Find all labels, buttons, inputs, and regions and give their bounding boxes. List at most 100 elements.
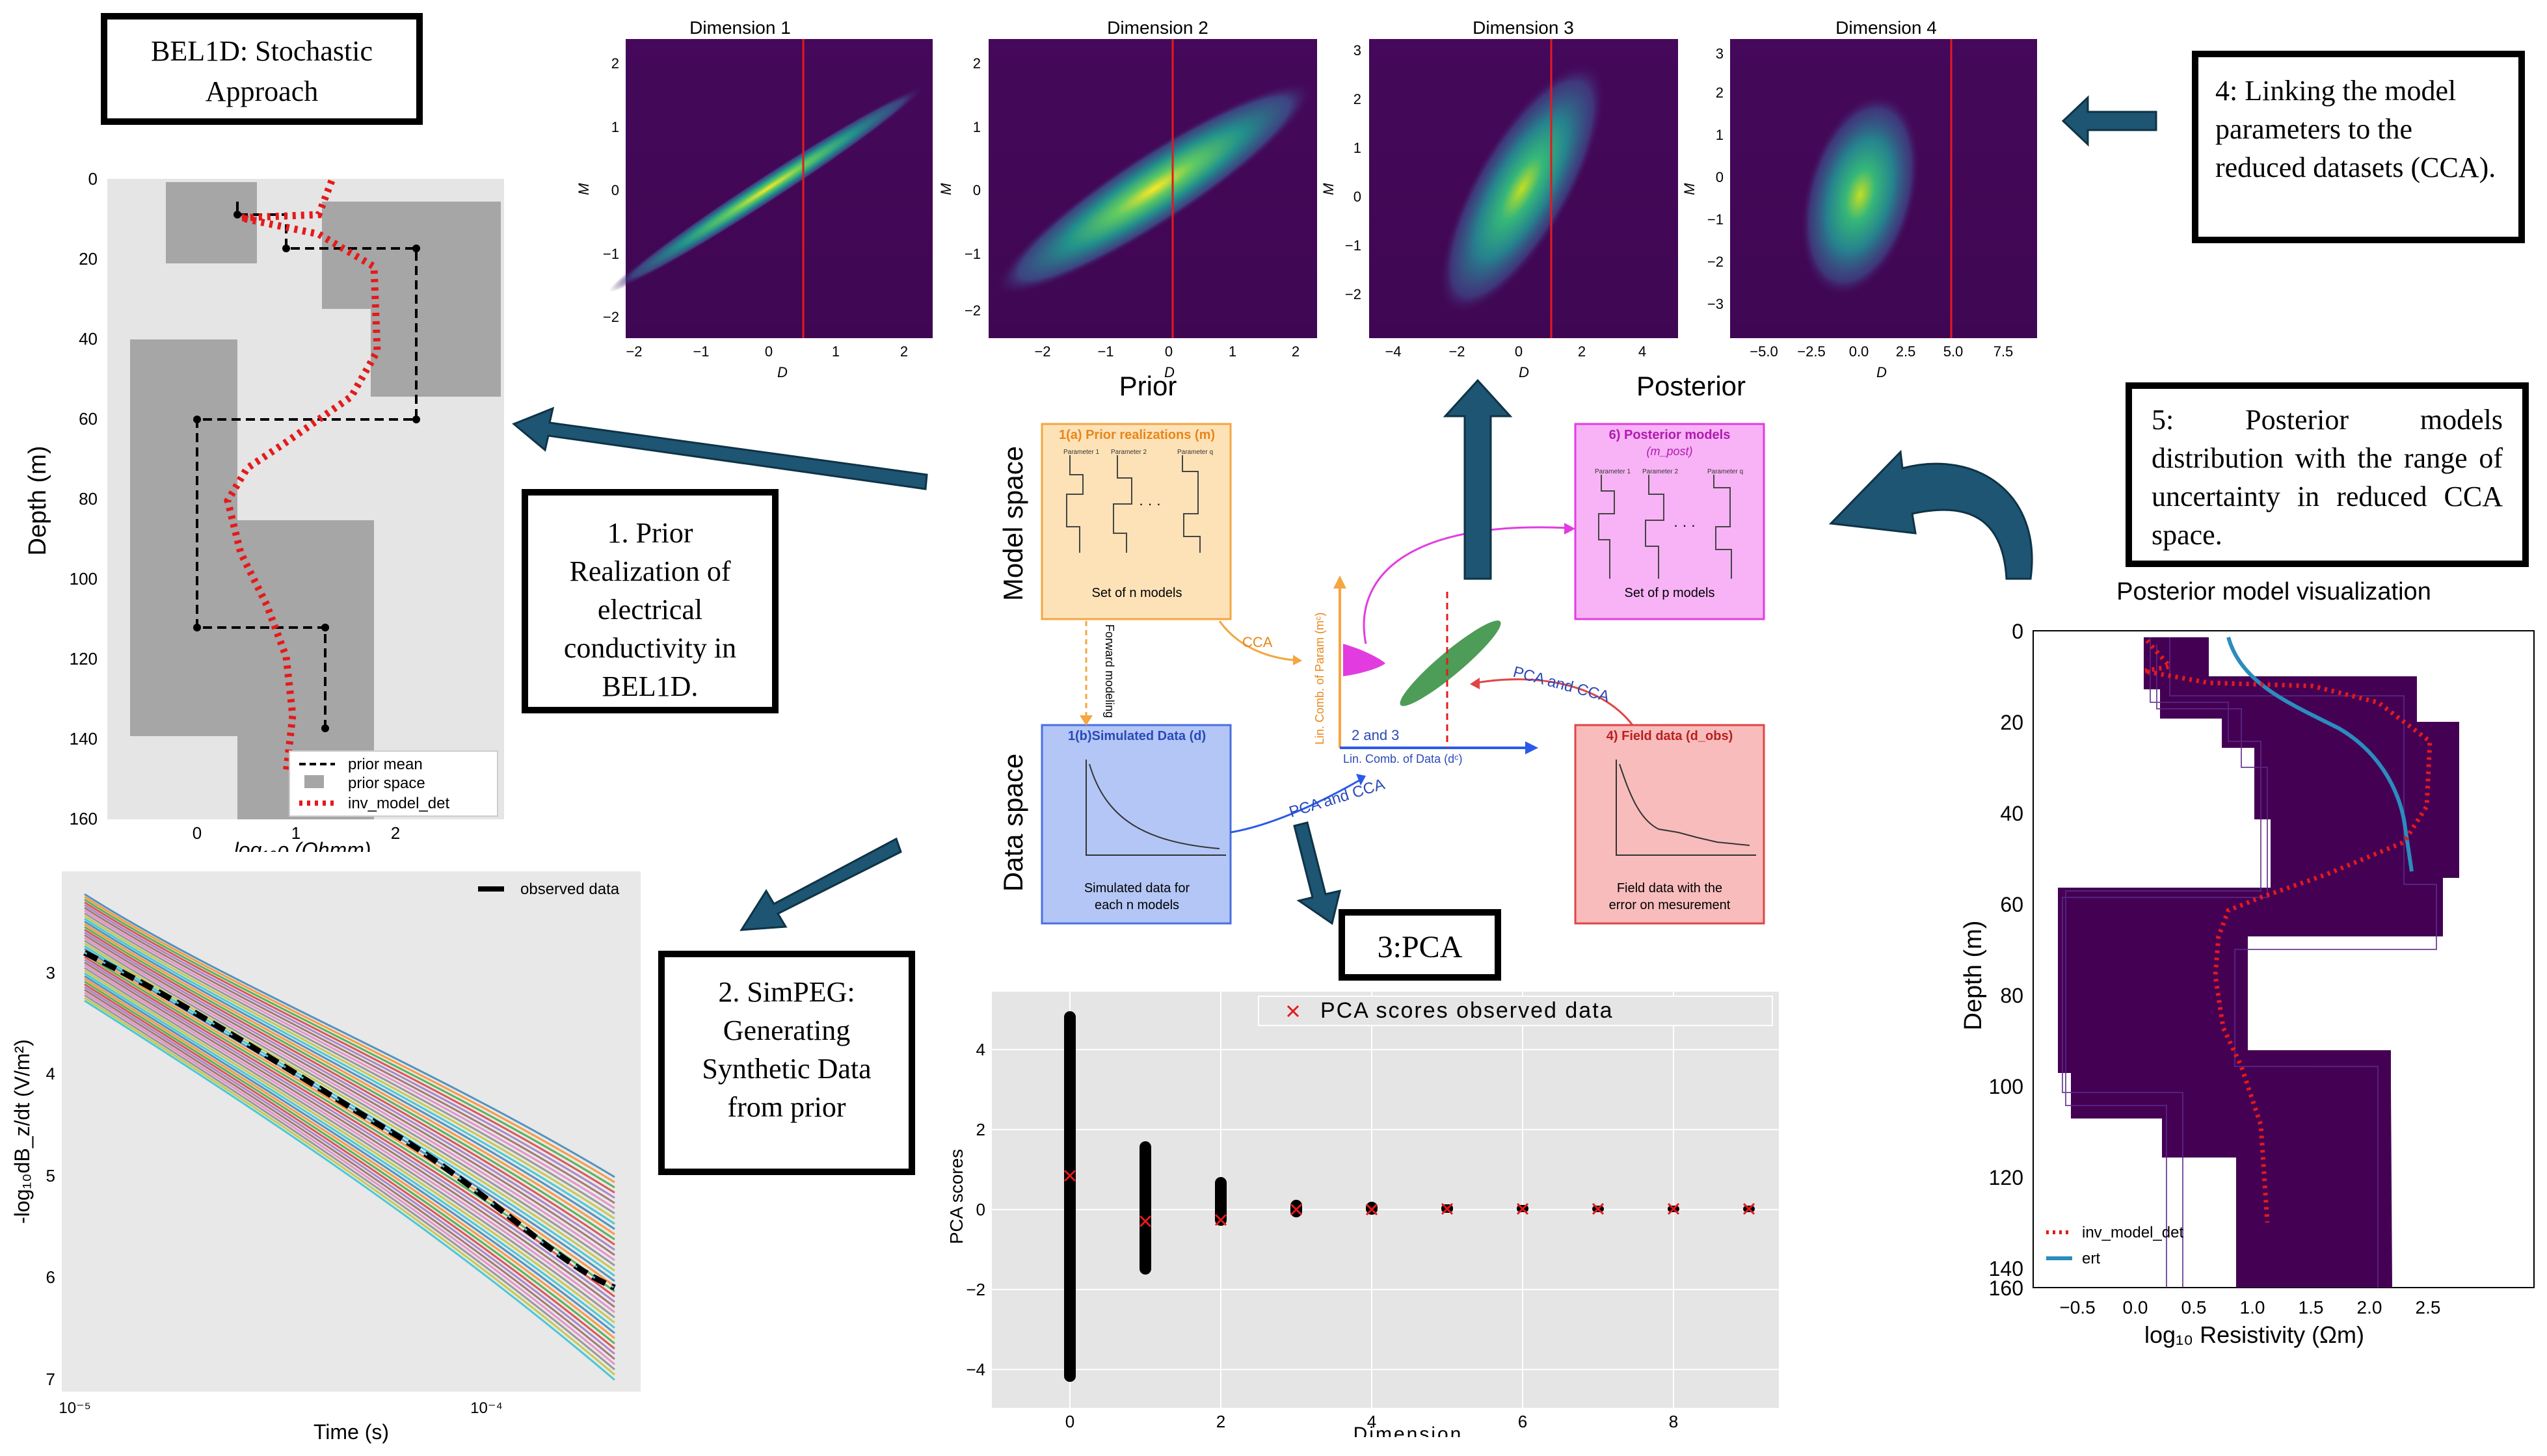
synthetic-data-curve xyxy=(84,970,615,1324)
step2-box: 2. SimPEG: Generating Synthetic Data fro… xyxy=(658,951,915,1175)
data-ylabel: -log₁₀dB_z/dt (V/m²) xyxy=(10,1039,34,1224)
synthetic-data-curve xyxy=(84,942,615,1272)
cca-panel-title: Dimension 2 xyxy=(1107,18,1208,38)
cca-label: CCA xyxy=(1242,634,1273,650)
svg-text:Set of n models: Set of n models xyxy=(1092,586,1182,600)
svg-text:Field data with the: Field data with the xyxy=(1617,881,1722,895)
svg-text:2: 2 xyxy=(976,1120,985,1139)
posterior-title: Posterior model visualization xyxy=(2116,578,2431,605)
synthetic-data-curve xyxy=(84,975,615,1334)
posterior-heading: Posterior xyxy=(1636,371,1746,401)
svg-text:100: 100 xyxy=(70,569,98,589)
cca-ylabel: M xyxy=(938,183,954,195)
cca-density-blob xyxy=(1800,93,1920,297)
svg-text:−1: −1 xyxy=(1097,343,1113,360)
svg-text:0: 0 xyxy=(1354,189,1361,205)
svg-text:1: 1 xyxy=(1354,140,1361,156)
pca-yticks: 4 2 0 −2 −4 xyxy=(966,1040,985,1379)
svg-text:inv_model_det: inv_model_det xyxy=(2082,1224,2183,1241)
synthetic-data-curve xyxy=(84,915,615,1220)
synthetic-data-curve xyxy=(84,920,615,1230)
svg-text:0: 0 xyxy=(765,343,773,360)
svg-text:2: 2 xyxy=(1716,85,1724,101)
two-three-label: 2 and 3 xyxy=(1352,727,1399,743)
svg-text:prior mean: prior mean xyxy=(348,756,423,773)
cca-space-axes: Lin. Comb. of Param (mᶜ) Lin. Comb. of D… xyxy=(1313,576,1538,765)
svg-text:4) Field data (d_obs): 4) Field data (d_obs) xyxy=(1607,729,1733,743)
pca-cca-right-arrow xyxy=(1476,678,1634,726)
cca-panel-title: Dimension 3 xyxy=(1473,18,1574,38)
data-space-label: Data space xyxy=(998,754,1028,892)
step1-text: 1. Prior Realization of electrical condu… xyxy=(563,517,737,702)
synthetic-data-curve xyxy=(84,909,615,1210)
svg-text:2: 2 xyxy=(391,823,400,843)
synthetic-data-curve xyxy=(84,918,615,1225)
cca-panel-4: Dimension 4 3 2 1 0 −1 −2 −3 −5.0 −2.5 0.0 2.5 5.0… xyxy=(1681,18,2037,380)
svg-text:0.0: 0.0 xyxy=(2123,1297,2148,1317)
svg-text:−1: −1 xyxy=(965,246,981,262)
svg-text:−1: −1 xyxy=(1345,237,1361,254)
pca-cca-right-label: PCA and CCA xyxy=(1511,663,1611,706)
data-yticks: 3 4 5 6 7 xyxy=(46,963,55,1389)
bel1d-workflow-diagram: Prior Posterior Model space Data space 1… xyxy=(998,371,1765,925)
svg-text:4: 4 xyxy=(976,1040,985,1059)
cca-xlabel: D xyxy=(777,364,788,380)
svg-text:60: 60 xyxy=(79,409,98,429)
svg-text:20: 20 xyxy=(79,249,98,269)
prior-legend: prior mean prior space inv_model_det xyxy=(289,750,498,817)
posterior-model-edges xyxy=(2062,637,2437,1288)
svg-text:Parameter q: Parameter q xyxy=(1177,449,1213,456)
lin-data-label: Lin. Comb. of Data (dᶜ) xyxy=(1343,752,1462,765)
cca-panels: Dimension 1 2 1 0 −1 −2 −2 −1 0 1 2 D M Dimensio… xyxy=(576,18,2037,380)
cca-yticks: 2 1 0 −1 −2 xyxy=(603,55,619,325)
svg-text:0.5: 0.5 xyxy=(2181,1297,2207,1317)
simpeg-data-plot: observed data 3 4 5 6 7 10⁻⁵ 10⁻⁴ Time (s) -l… xyxy=(10,871,641,1444)
svg-text:−2.5: −2.5 xyxy=(1797,343,1825,360)
pca-scores-plot: PCA scores observed data 4 2 0 −2 −4 0 2 4 6 8 D… xyxy=(946,992,1779,1437)
svg-text:0: 0 xyxy=(2012,620,2023,643)
svg-text:1.0: 1.0 xyxy=(2240,1297,2265,1317)
step3-box: 3:PCA xyxy=(1339,909,1501,981)
pca-ylabel: PCA scores xyxy=(946,1149,967,1244)
svg-text:7.5: 7.5 xyxy=(1994,343,2014,360)
cca-joint-ellipse xyxy=(1400,620,1501,706)
svg-text:1: 1 xyxy=(832,343,840,360)
svg-text:120: 120 xyxy=(1989,1166,2023,1189)
posterior-models-box: 6) Posterior models (m_post) Parameter 1… xyxy=(1574,423,1765,620)
prior-mean-markers xyxy=(193,211,420,732)
svg-text:−4: −4 xyxy=(1385,343,1401,360)
prior-xticks: 0 1 2 xyxy=(193,823,400,843)
svg-text:observed data: observed data xyxy=(520,880,620,898)
bel1d-title-box: BEL1D: Stochastic Approach xyxy=(101,13,423,125)
svg-text:ert: ert xyxy=(2082,1250,2100,1267)
cca-yticks: 2 1 0 −1 −2 xyxy=(965,55,981,319)
svg-text:80: 80 xyxy=(79,489,98,509)
prior-realizations-box: 1(a) Prior realizations (m) Parameter 1 … xyxy=(1041,423,1232,620)
posterior-legend: inv_model_det ert xyxy=(2046,1224,2183,1267)
svg-text:80: 80 xyxy=(2000,984,2023,1007)
data-xlabel: Time (s) xyxy=(313,1420,389,1444)
svg-text:Forward modeling: Forward modeling xyxy=(1103,624,1116,718)
synthetic-data-curve xyxy=(84,895,615,1184)
cca-xlabel: D xyxy=(1164,364,1175,380)
posterior-inv-model-det-line xyxy=(2143,639,2433,1223)
field-data-box: 4) Field data (d_obs) Field data with th… xyxy=(1574,724,1765,925)
synthetic-data-curve xyxy=(84,950,615,1288)
svg-text:−3: −3 xyxy=(1707,296,1724,312)
posterior-models-band xyxy=(2058,637,2459,1288)
synthetic-data-curve xyxy=(84,964,615,1314)
svg-text:−1: −1 xyxy=(1707,211,1724,228)
svg-text:4: 4 xyxy=(46,1064,55,1083)
svg-text:1: 1 xyxy=(973,119,981,135)
cca-xticks: −2 −1 0 1 2 xyxy=(1034,343,1300,360)
svg-text:6: 6 xyxy=(1518,1412,1527,1431)
synthetic-data-curve xyxy=(84,991,615,1366)
svg-text:0: 0 xyxy=(1716,169,1724,185)
svg-text:Simulated data for: Simulated data for xyxy=(1084,881,1190,895)
svg-text:2: 2 xyxy=(1578,343,1586,360)
svg-text:PCA scores observed data: PCA scores observed data xyxy=(1320,998,1614,1023)
svg-text:0: 0 xyxy=(611,182,619,198)
cca-panel-1: Dimension 1 2 1 0 −1 −2 −2 −1 0 1 2 D M xyxy=(576,18,933,380)
svg-text:Parameter 2: Parameter 2 xyxy=(1111,449,1147,456)
